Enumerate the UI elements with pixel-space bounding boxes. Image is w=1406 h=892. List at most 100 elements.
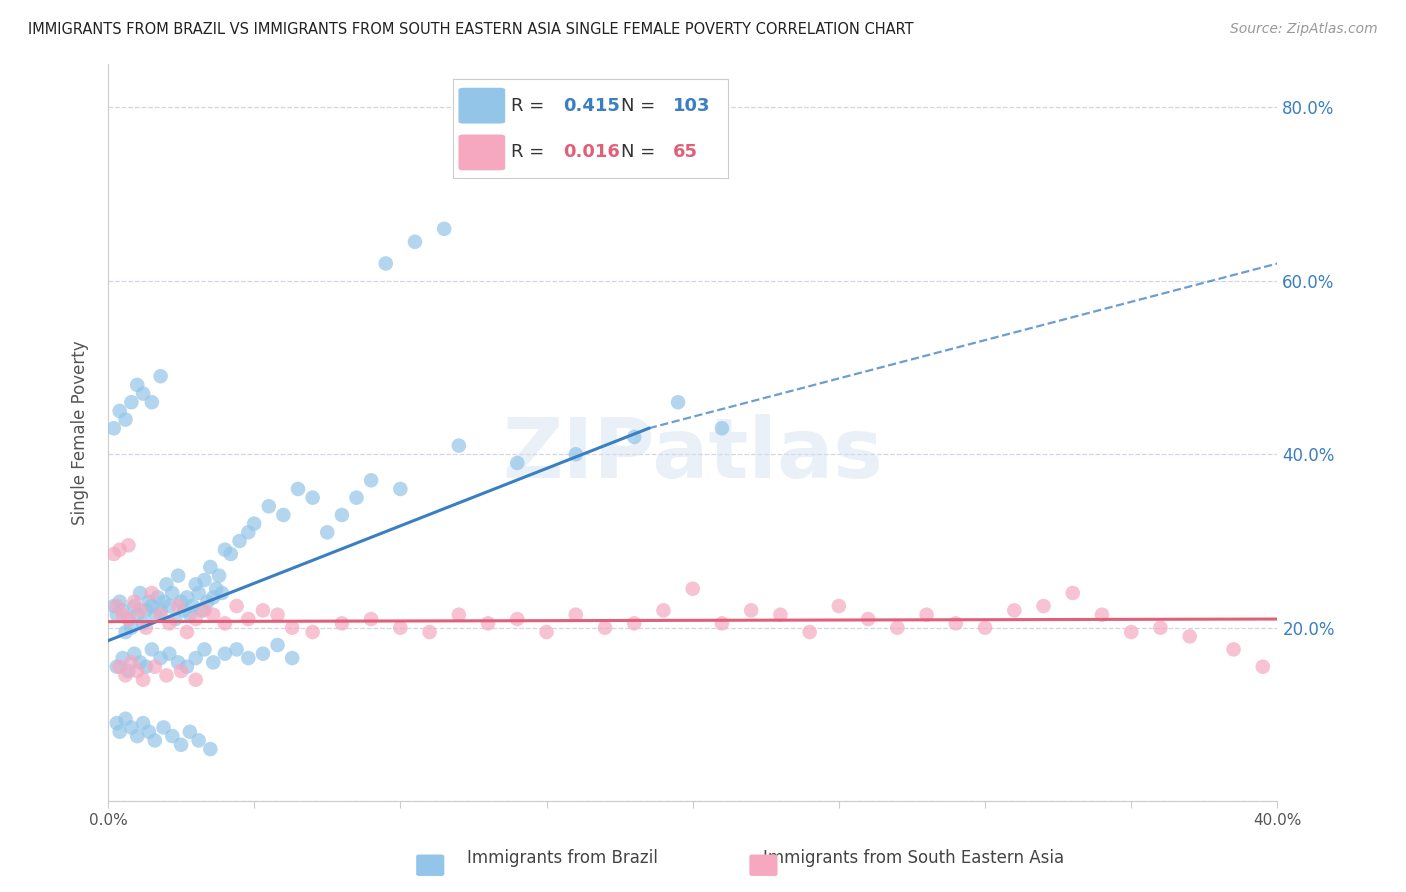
Point [208,568,231,582]
Point [184,651,207,665]
Point [202,607,225,622]
Point [127,664,149,678]
Point [117,612,139,626]
Point [108,659,131,673]
Point [666,395,689,409]
Point [225,599,247,613]
Point [181,599,204,613]
Point [769,607,792,622]
Point [162,586,184,600]
Point [447,439,470,453]
Point [108,724,131,739]
Point [157,599,180,613]
Point [252,647,274,661]
Point [141,395,163,409]
Point [1062,586,1084,600]
Point [184,612,207,626]
Point [477,616,499,631]
Point [120,621,142,635]
Point [623,430,645,444]
Point [202,656,225,670]
Point [135,659,157,673]
Point [141,642,163,657]
Point [120,721,142,735]
Point [132,673,155,687]
Point [389,621,412,635]
Point [149,607,172,622]
Point [184,577,207,591]
Point [152,721,174,735]
Point [273,508,295,522]
Point [219,547,242,561]
Point [149,603,172,617]
Point [187,586,209,600]
Point [266,607,288,622]
Point [447,607,470,622]
Point [419,625,441,640]
Point [149,651,172,665]
Point [170,595,193,609]
Point [135,603,157,617]
Point [141,599,163,613]
Point [915,607,938,622]
Point [103,421,125,435]
Point [710,421,733,435]
Point [740,603,762,617]
Point [114,625,136,640]
Point [184,673,207,687]
Text: Immigrants from Brazil: Immigrants from Brazil [467,849,658,867]
Point [176,591,198,605]
Point [252,603,274,617]
Point [152,595,174,609]
Point [167,568,190,582]
Point [506,612,529,626]
Point [281,621,304,635]
Point [105,716,128,731]
Point [330,508,353,522]
Point [114,668,136,682]
Point [120,656,142,670]
Point [1091,607,1114,622]
Point [433,222,456,236]
Point [108,404,131,418]
Point [287,482,309,496]
Point [167,656,190,670]
Point [828,599,851,613]
Text: IMMIGRANTS FROM BRAZIL VS IMMIGRANTS FROM SOUTH EASTERN ASIA SINGLE FEMALE POVER: IMMIGRANTS FROM BRAZIL VS IMMIGRANTS FRO… [28,22,914,37]
Point [202,591,225,605]
Point [536,625,558,640]
Point [214,616,236,631]
Point [157,616,180,631]
Point [108,595,131,609]
Point [1178,629,1201,643]
Point [197,595,219,609]
Point [117,612,139,626]
Point [193,573,215,587]
Point [1251,659,1274,673]
Point [374,256,396,270]
Point [143,733,166,747]
Point [564,447,586,461]
Point [141,586,163,600]
Point [346,491,368,505]
Point [266,638,288,652]
Point [124,595,146,609]
Point [138,724,160,739]
Point [117,664,139,678]
Point [143,659,166,673]
Point [593,621,616,635]
Point [238,612,260,626]
Point [173,603,195,617]
Point [129,603,152,617]
Point [1222,642,1244,657]
Point [360,612,382,626]
Point [710,616,733,631]
Point [1121,625,1143,640]
Point [652,603,675,617]
Point [138,595,160,609]
Point [205,582,228,596]
Point [132,616,155,631]
Point [360,473,382,487]
Point [243,516,266,531]
Point [257,500,280,514]
